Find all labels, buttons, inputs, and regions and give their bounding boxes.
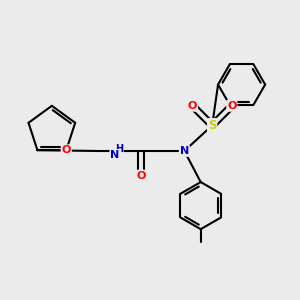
Text: O: O [188,101,197,111]
Text: S: S [208,119,216,132]
Text: O: O [61,145,71,155]
Text: H: H [115,144,123,154]
Text: N: N [180,146,189,156]
Text: O: O [136,170,146,181]
Text: O: O [227,101,236,111]
Text: N: N [110,150,120,160]
